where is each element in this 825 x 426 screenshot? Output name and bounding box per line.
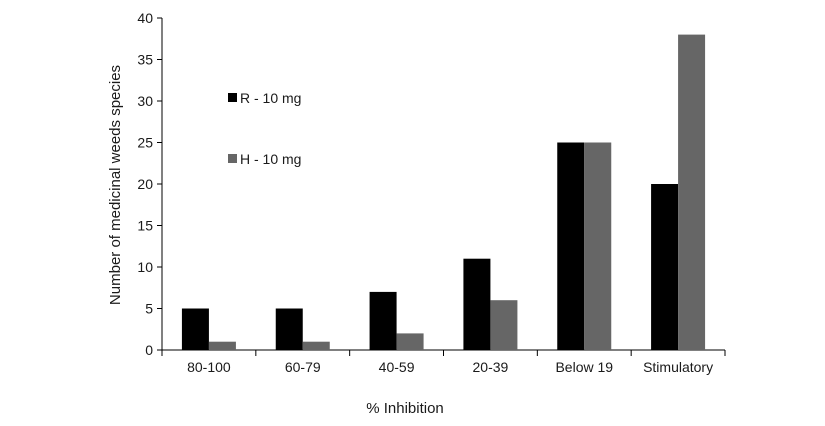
x-tick-label: 40-59 bbox=[379, 359, 415, 375]
x-tick-label: 60-79 bbox=[285, 359, 321, 375]
x-tick-label: Below 19 bbox=[555, 359, 613, 375]
y-tick-label: 25 bbox=[137, 135, 153, 151]
bar-h-5 bbox=[678, 34, 706, 350]
x-tick-label: Stimulatory bbox=[643, 359, 713, 375]
bar-h-3 bbox=[490, 300, 518, 350]
bars bbox=[181, 34, 706, 350]
bar-r-0 bbox=[181, 308, 209, 350]
bar-r-5 bbox=[651, 184, 679, 350]
y-axis: 0 5 10 15 20 25 30 35 40 bbox=[137, 10, 163, 358]
y-tick-label: 35 bbox=[137, 52, 153, 68]
y-tick-label: 30 bbox=[137, 93, 153, 109]
bar-h-2 bbox=[396, 333, 424, 350]
bar-h-4 bbox=[584, 142, 612, 350]
bar-r-3 bbox=[463, 258, 491, 350]
legend-label: H - 10 mg bbox=[240, 151, 301, 167]
x-tick-label: 80-100 bbox=[187, 359, 231, 375]
legend-swatch bbox=[228, 93, 237, 102]
x-tick-label: 20-39 bbox=[473, 359, 509, 375]
x-axis: 80-100 60-79 40-59 20-39 Below 19 Stimulatory bbox=[161, 349, 726, 375]
bar-r-1 bbox=[275, 308, 303, 350]
bar-r-2 bbox=[369, 291, 397, 350]
y-tick-label: 20 bbox=[137, 176, 153, 192]
y-tick-label: 10 bbox=[137, 259, 153, 275]
x-axis-label: % Inhibition bbox=[366, 400, 444, 417]
legend-label: R - 10 mg bbox=[240, 90, 301, 106]
bar-h-0 bbox=[208, 341, 236, 350]
y-tick-label: 0 bbox=[145, 342, 153, 358]
y-tick-label: 15 bbox=[137, 218, 153, 234]
y-tick-label: 40 bbox=[137, 10, 153, 26]
bar-h-1 bbox=[302, 341, 330, 350]
y-tick-label: 5 bbox=[145, 301, 153, 317]
legend-swatch bbox=[228, 154, 237, 163]
legend: R - 10 mg H - 10 mg bbox=[228, 90, 301, 167]
y-axis-label: Number of medicinal weeds species bbox=[107, 65, 124, 305]
bar-r-4 bbox=[557, 142, 585, 350]
